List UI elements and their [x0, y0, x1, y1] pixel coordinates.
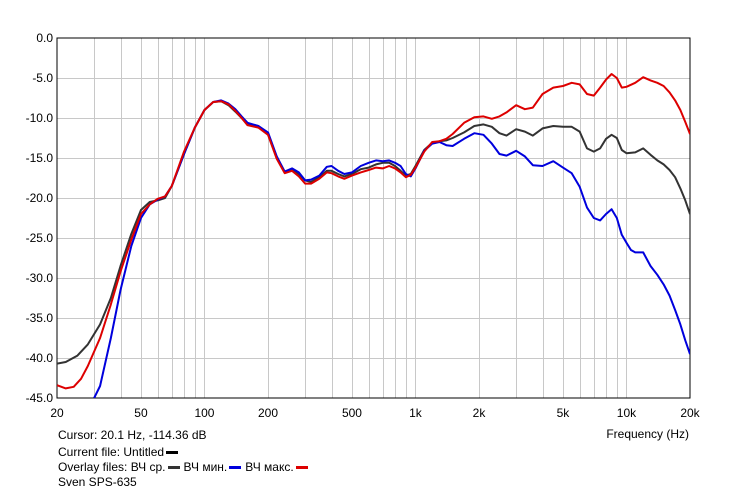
- x-tick-label: 50: [134, 406, 148, 420]
- x-tick-label: 500: [342, 406, 362, 420]
- y-tick-label: -35.0: [26, 311, 54, 325]
- current-file-swatch: [166, 451, 179, 455]
- series-line-1: [93, 99, 690, 398]
- x-axis-ticks: 20 50 100 200 500 1k 2k 5k 10k 20k: [50, 406, 700, 420]
- overlay-files-label: Overlay files:: [58, 460, 128, 474]
- x-tick-label: 20: [50, 406, 64, 420]
- series-lines: [57, 73, 690, 398]
- y-axis-ticks: 0.0 -5.0 -10.0 -15.0 -20.0 -25.0 -30.0 -35.0 -40…: [26, 31, 54, 405]
- y-tick-label: -15.0: [26, 151, 54, 165]
- overlay-files-row: Overlay files: ВЧ ср. ВЧ мин. ВЧ макс.: [58, 460, 312, 474]
- x-axis-label: Frequency (Hz): [606, 427, 689, 441]
- overlay-file-avg-name: ВЧ ср.: [130, 460, 166, 474]
- overlay-file-avg: ВЧ ср.: [131, 460, 184, 474]
- y-tick-label: -10.0: [26, 111, 54, 125]
- y-tick-label: -30.0: [26, 271, 54, 285]
- overlay-file-min-name: ВЧ мин.: [183, 460, 228, 474]
- overlay-file-max-swatch: [295, 466, 308, 470]
- x-tick-label: 10k: [617, 406, 637, 420]
- x-tick-label: 20k: [680, 406, 700, 420]
- y-tick-label: -40.0: [26, 351, 54, 365]
- x-tick-label: 200: [258, 406, 278, 420]
- x-tick-label: 1k: [409, 406, 423, 420]
- series-line-2: [57, 73, 690, 390]
- y-tick-label: -25.0: [26, 231, 54, 245]
- project-name: Sven SPS-635: [58, 475, 137, 489]
- x-tick-label: 2k: [473, 406, 487, 420]
- current-file-label: Current file: Untitled: [58, 445, 165, 459]
- overlay-file-min-swatch: [229, 466, 242, 470]
- cursor-readout: Cursor: 20.1 Hz, -114.36 dB: [58, 428, 207, 442]
- series-line-0: [57, 100, 690, 365]
- overlay-file-max: ВЧ макс.: [245, 460, 311, 474]
- y-tick-label: 0.0: [36, 31, 53, 45]
- x-tick-label: 100: [194, 406, 214, 420]
- overlay-file-min: ВЧ мин.: [184, 460, 246, 474]
- y-tick-label: -5.0: [32, 71, 53, 85]
- x-tick-label: 5k: [557, 406, 571, 420]
- current-file-row: Current file: Untitled: [58, 445, 182, 459]
- y-tick-label: -45.0: [26, 391, 54, 405]
- plot-frame: [56, 37, 691, 399]
- overlay-file-max-name: ВЧ макс.: [245, 460, 294, 474]
- overlay-file-avg-swatch: [167, 466, 180, 470]
- y-tick-label: -20.0: [26, 191, 54, 205]
